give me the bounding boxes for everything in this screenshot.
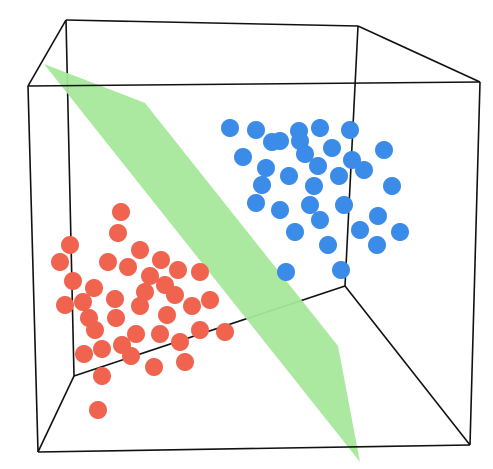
blue-data-point <box>277 263 295 281</box>
red-data-point <box>131 297 149 315</box>
red-data-point <box>75 345 93 363</box>
blue-data-point <box>319 236 337 254</box>
red-data-point <box>119 258 137 276</box>
red-data-point <box>93 340 111 358</box>
data-points <box>51 119 409 419</box>
cube-edge <box>469 81 481 446</box>
cube-edge <box>27 85 39 453</box>
blue-data-point <box>257 159 275 177</box>
red-data-point <box>56 296 74 314</box>
red-data-point <box>89 401 107 419</box>
cube-edge <box>65 19 359 27</box>
blue-data-point <box>253 176 271 194</box>
blue-data-point <box>234 148 252 166</box>
blue-data-point <box>335 196 353 214</box>
blue-data-point <box>301 196 319 214</box>
cube-edge <box>37 444 471 453</box>
red-data-point <box>141 267 159 285</box>
blue-data-point <box>286 223 304 241</box>
blue-data-point <box>383 177 401 195</box>
red-data-point <box>156 276 174 294</box>
red-data-point <box>191 321 209 339</box>
red-data-point <box>93 367 111 385</box>
blue-data-point <box>309 157 327 175</box>
red-data-point <box>86 321 104 339</box>
red-data-point <box>109 224 127 242</box>
blue-data-point <box>296 145 314 163</box>
red-data-point <box>158 306 176 324</box>
red-data-point <box>169 261 187 279</box>
blue-data-point <box>341 121 359 139</box>
blue-data-point <box>368 236 386 254</box>
red-data-point <box>216 323 234 341</box>
cube-edge <box>27 81 481 87</box>
blue-data-point <box>330 167 348 185</box>
red-data-point <box>99 253 117 271</box>
blue-data-point <box>375 141 393 159</box>
blue-data-point <box>332 261 350 279</box>
red-data-point <box>176 353 194 371</box>
red-data-point <box>61 236 79 254</box>
blue-data-point <box>263 133 281 151</box>
blue-data-point <box>221 119 239 137</box>
red-data-point <box>191 263 209 281</box>
blue-data-point <box>280 167 298 185</box>
blue-data-point <box>343 151 361 169</box>
cube-edge <box>27 19 67 87</box>
red-data-point <box>85 279 103 297</box>
blue-data-point <box>355 161 373 179</box>
blue-data-point <box>271 201 289 219</box>
blue-data-point <box>369 207 387 225</box>
red-data-point <box>107 309 125 327</box>
red-data-point <box>151 325 169 343</box>
red-data-point <box>74 293 92 311</box>
blue-data-point <box>247 121 265 139</box>
cube-edge <box>357 25 481 83</box>
red-data-point <box>113 336 131 354</box>
blue-data-point <box>351 221 369 239</box>
blue-data-point <box>247 194 265 212</box>
red-data-point <box>106 290 124 308</box>
separating-hyperplane <box>44 64 360 462</box>
red-data-point <box>171 333 189 351</box>
blue-data-point <box>311 211 329 229</box>
cube-edge <box>344 285 471 446</box>
cube-front-edges <box>27 81 481 453</box>
red-data-point <box>201 291 219 309</box>
red-data-point <box>183 297 201 315</box>
red-data-point <box>127 325 145 343</box>
red-data-point <box>136 283 154 301</box>
blue-data-point <box>391 223 409 241</box>
blue-data-point <box>311 119 329 137</box>
cube-edge <box>37 375 75 453</box>
blue-data-point <box>305 177 323 195</box>
red-data-point <box>64 272 82 290</box>
red-data-point <box>131 241 149 259</box>
red-data-point <box>112 203 130 221</box>
red-data-point <box>51 253 69 271</box>
red-data-point <box>145 358 163 376</box>
red-data-point <box>152 251 170 269</box>
blue-data-point <box>323 139 341 157</box>
